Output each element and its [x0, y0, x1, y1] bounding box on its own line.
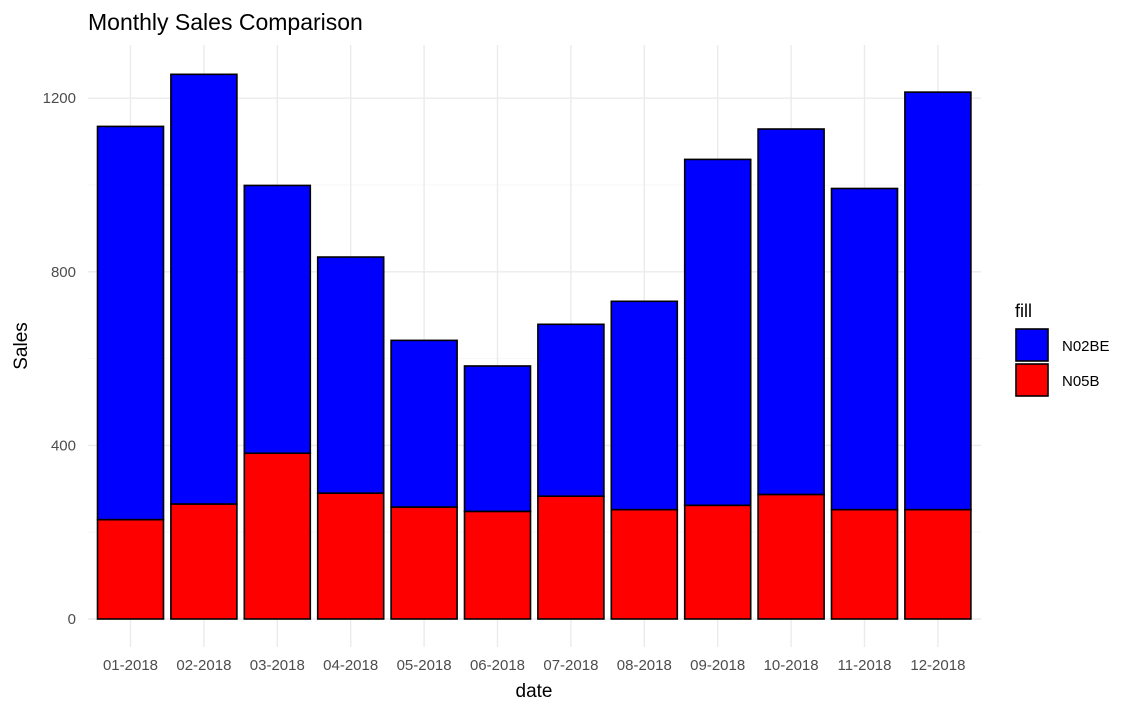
bar-n05b-08-2018 — [610, 508, 679, 620]
legend-label-n02be: N02BE — [1062, 338, 1110, 355]
bar-n05b-04-2018 — [316, 492, 385, 620]
x-tick-label: 01-2018 — [103, 657, 158, 674]
bar-n02be-03-2018 — [243, 184, 312, 455]
x-tick-label: 12-2018 — [910, 657, 965, 674]
x-axis-ticks: 01-2018 02-2018 03-2018 04-2018 05-2018 06-20… — [103, 657, 965, 674]
bar-n05b-11-2018 — [830, 508, 899, 620]
y-tick-label: 400 — [51, 437, 76, 454]
x-tick-label: 09-2018 — [690, 657, 745, 674]
legend-swatch-n02be — [1015, 328, 1049, 362]
y-tick-label: 0 — [68, 611, 76, 628]
bar-n02be-08-2018 — [610, 300, 679, 511]
x-tick-label: 10-2018 — [764, 657, 819, 674]
bar-n02be-07-2018 — [537, 323, 605, 497]
bar-n02be-09-2018 — [683, 158, 752, 507]
y-axis-title: Sales — [11, 322, 32, 370]
bar-n05b-10-2018 — [757, 493, 825, 620]
bar-n02be-06-2018 — [463, 365, 532, 513]
bar-n05b-01-2018 — [96, 518, 165, 620]
x-tick-label: 07-2018 — [543, 657, 598, 674]
x-tick-label: 03-2018 — [250, 657, 305, 674]
bar-n05b-09-2018 — [683, 504, 752, 620]
bar-n02be-05-2018 — [390, 339, 458, 508]
bar-n02be-10-2018 — [757, 128, 825, 496]
chart-title: Monthly Sales Comparison — [88, 9, 363, 35]
bar-n05b-07-2018 — [537, 495, 605, 620]
bar-n05b-02-2018 — [170, 503, 238, 620]
bar-n05b-03-2018 — [243, 452, 312, 620]
bars — [96, 73, 972, 620]
bar-n05b-06-2018 — [463, 510, 532, 620]
bar-n02be-01-2018 — [96, 125, 165, 521]
legend-label-n05b: N05B — [1062, 373, 1100, 390]
bar-n02be-02-2018 — [170, 73, 238, 505]
y-axis-ticks: 0 400 800 1200 — [43, 90, 76, 628]
legend: fill N02BE N05B — [1015, 301, 1110, 397]
legend-title: fill — [1015, 301, 1032, 321]
x-tick-label: 02-2018 — [176, 657, 231, 674]
y-tick-label: 800 — [51, 264, 76, 281]
x-tick-label: 06-2018 — [470, 657, 525, 674]
legend-swatch-n05b — [1015, 363, 1049, 397]
y-tick-label: 1200 — [43, 90, 76, 107]
bar-n02be-12-2018 — [904, 91, 972, 511]
bar-n05b-12-2018 — [904, 508, 972, 620]
x-tick-label: 08-2018 — [617, 657, 672, 674]
x-axis-title: date — [516, 681, 553, 702]
x-tick-label: 05-2018 — [397, 657, 452, 674]
x-tick-label: 11-2018 — [838, 657, 892, 674]
bar-n02be-04-2018 — [316, 256, 385, 494]
x-tick-label: 04-2018 — [323, 657, 378, 674]
bar-n02be-11-2018 — [830, 187, 899, 511]
bar-n05b-05-2018 — [390, 506, 458, 620]
